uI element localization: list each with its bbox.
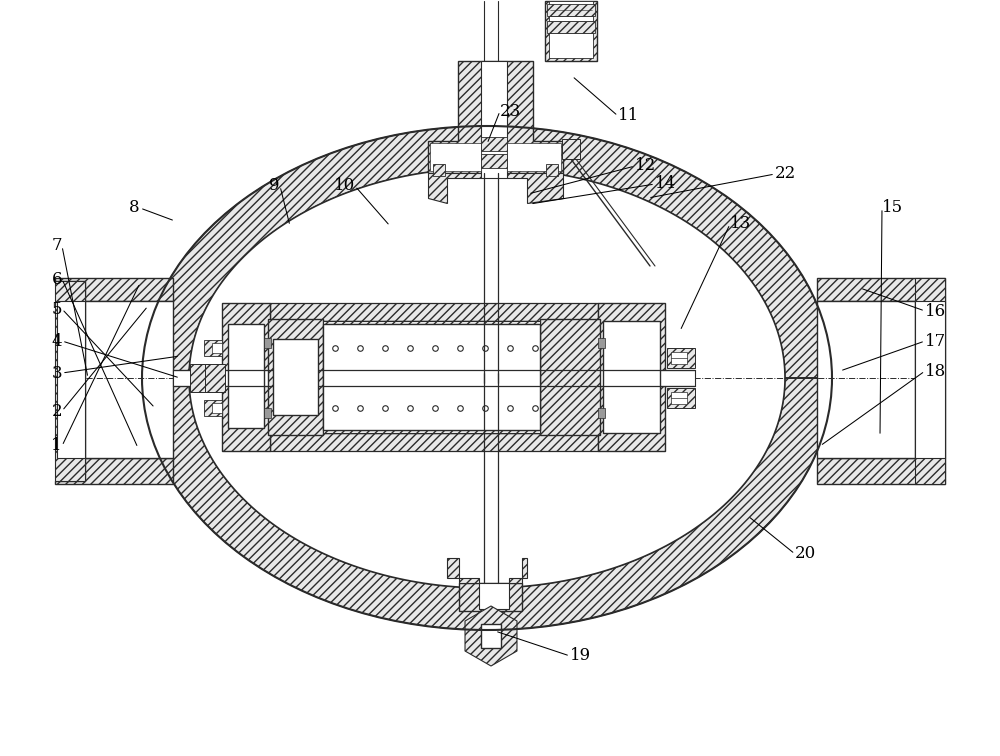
Text: 6: 6 xyxy=(52,271,62,287)
Polygon shape xyxy=(509,558,527,583)
Bar xyxy=(549,1,593,21)
Text: 2: 2 xyxy=(51,402,62,420)
Text: 12: 12 xyxy=(635,157,656,175)
Polygon shape xyxy=(190,364,210,392)
Text: 14: 14 xyxy=(655,175,676,193)
Bar xyxy=(546,164,558,176)
Bar xyxy=(204,400,222,416)
Polygon shape xyxy=(323,324,540,430)
Text: 18: 18 xyxy=(925,362,946,380)
Bar xyxy=(264,408,271,418)
Polygon shape xyxy=(603,321,660,433)
Text: 11: 11 xyxy=(618,107,639,125)
Polygon shape xyxy=(428,173,481,203)
Polygon shape xyxy=(447,558,479,583)
Bar xyxy=(562,139,580,159)
Polygon shape xyxy=(270,303,598,321)
Polygon shape xyxy=(465,606,517,666)
Bar xyxy=(671,392,687,404)
Text: 1: 1 xyxy=(51,438,62,454)
Bar xyxy=(547,4,595,16)
Polygon shape xyxy=(817,278,945,484)
Polygon shape xyxy=(323,321,540,324)
Bar xyxy=(212,343,222,353)
Text: 19: 19 xyxy=(570,647,591,665)
Bar xyxy=(549,33,593,58)
Polygon shape xyxy=(173,370,695,386)
Polygon shape xyxy=(479,583,509,609)
Bar xyxy=(547,21,595,33)
Text: 13: 13 xyxy=(730,215,751,233)
Polygon shape xyxy=(189,168,785,588)
Polygon shape xyxy=(817,301,915,458)
Polygon shape xyxy=(270,321,598,433)
Text: 7: 7 xyxy=(51,237,62,255)
Polygon shape xyxy=(55,458,173,484)
Bar xyxy=(671,352,687,364)
Text: 22: 22 xyxy=(775,166,796,182)
Bar xyxy=(212,403,222,413)
Bar xyxy=(667,348,695,368)
Polygon shape xyxy=(142,126,832,630)
Polygon shape xyxy=(481,624,501,648)
Text: 3: 3 xyxy=(51,364,62,382)
Bar xyxy=(57,301,85,458)
Polygon shape xyxy=(540,319,600,435)
Polygon shape xyxy=(428,61,563,173)
Polygon shape xyxy=(228,324,264,428)
Text: 4: 4 xyxy=(51,333,62,349)
Polygon shape xyxy=(205,364,225,392)
Text: 23: 23 xyxy=(500,103,521,119)
Polygon shape xyxy=(481,61,507,178)
Polygon shape xyxy=(273,339,318,415)
Bar xyxy=(204,340,222,356)
Polygon shape xyxy=(268,319,323,435)
Bar xyxy=(264,338,271,348)
Bar xyxy=(433,164,445,176)
Polygon shape xyxy=(459,583,522,611)
Polygon shape xyxy=(323,430,540,433)
Bar xyxy=(598,338,605,348)
Text: 20: 20 xyxy=(795,546,816,562)
Bar xyxy=(598,408,605,418)
Bar xyxy=(481,137,507,151)
Text: 9: 9 xyxy=(270,178,280,194)
Polygon shape xyxy=(222,303,270,451)
Text: 17: 17 xyxy=(925,333,946,349)
Bar xyxy=(481,154,507,168)
Text: 5: 5 xyxy=(52,300,62,318)
Text: 15: 15 xyxy=(882,200,903,216)
Polygon shape xyxy=(507,143,561,171)
Bar xyxy=(667,388,695,408)
Text: 16: 16 xyxy=(925,302,946,320)
Text: 10: 10 xyxy=(334,178,355,194)
Polygon shape xyxy=(507,173,563,203)
Polygon shape xyxy=(598,303,665,451)
Bar xyxy=(55,281,85,481)
Bar xyxy=(915,301,945,458)
Polygon shape xyxy=(545,1,597,61)
Text: 8: 8 xyxy=(129,200,140,216)
Polygon shape xyxy=(430,143,481,171)
Polygon shape xyxy=(85,301,173,458)
Bar xyxy=(915,278,945,484)
Polygon shape xyxy=(55,278,173,301)
Polygon shape xyxy=(270,433,598,451)
